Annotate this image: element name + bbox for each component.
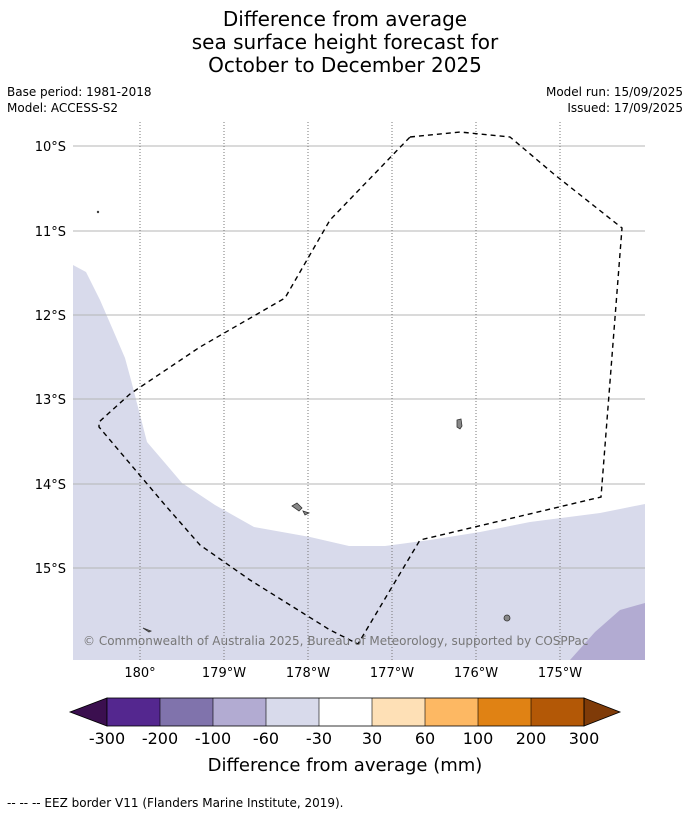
colorbar-title: Difference from average (mm) bbox=[208, 755, 483, 776]
lon-label-176w: 176°W bbox=[454, 666, 498, 681]
title-line-3: October to December 2025 bbox=[208, 53, 482, 77]
lon-label-177w: 177°W bbox=[370, 666, 414, 681]
colorbar-extend-low bbox=[68, 697, 108, 727]
colorbar-extend-high bbox=[583, 697, 622, 727]
colorbar-tick-1: -200 bbox=[142, 729, 178, 748]
colorbar-tick-2: -100 bbox=[195, 729, 231, 748]
anomaly-region-minus30-to-minus60 bbox=[73, 265, 645, 660]
islands bbox=[96, 210, 511, 633]
colorbar-bin-3 bbox=[213, 698, 266, 726]
base-period: Base period: 1981-2018 bbox=[7, 85, 152, 99]
colorbar: -300 -200 -100 -60 -30 30 60 100 200 300… bbox=[68, 697, 622, 776]
lat-label-11s: 11°S bbox=[35, 225, 66, 240]
lat-label-15s: 15°S bbox=[35, 562, 66, 577]
colorbar-bin-9 bbox=[531, 698, 584, 726]
colorbar-tick-5: 30 bbox=[362, 729, 382, 748]
lon-label-175w: 175°W bbox=[538, 666, 582, 681]
colorbar-bin-8 bbox=[478, 698, 531, 726]
model-run: Model run: 15/09/2025 bbox=[545, 85, 683, 99]
lat-gridlines bbox=[73, 145, 645, 569]
lon-labels: 180° 179°W 178°W 177°W 176°W 175°W bbox=[124, 666, 582, 681]
meta-left: Base period: 1981-2018 Model: ACCESS-S2 bbox=[7, 84, 152, 116]
map-figure: © Commonwealth of Australia 2025, Bureau… bbox=[35, 122, 645, 776]
colorbar-tick-9: 300 bbox=[569, 729, 600, 748]
colorbar-bin-6 bbox=[372, 698, 425, 726]
colorbar-tick-3: -60 bbox=[253, 729, 279, 748]
lon-label-180: 180° bbox=[124, 666, 155, 681]
map-title: Difference from average sea surface heig… bbox=[0, 8, 690, 77]
copyright-text: © Commonwealth of Australia 2025, Bureau… bbox=[83, 634, 588, 648]
colorbar-frame bbox=[106, 697, 585, 727]
colorbar-bin-1 bbox=[107, 698, 160, 726]
lat-labels: 10°S 11°S 12°S 13°S 14°S 15°S bbox=[35, 140, 66, 577]
colorbar-tick-0: -300 bbox=[89, 729, 125, 748]
anomaly-region-minus60-to-minus100 bbox=[570, 603, 645, 660]
colorbar-tick-6: 60 bbox=[415, 729, 435, 748]
lat-label-12s: 12°S bbox=[35, 309, 66, 324]
model-name: Model: ACCESS-S2 bbox=[7, 101, 119, 115]
lat-label-14s: 14°S bbox=[35, 478, 66, 493]
colorbar-tick-7: 100 bbox=[463, 729, 494, 748]
colorbar-bin-4 bbox=[266, 698, 319, 726]
title-line-1: Difference from average bbox=[222, 7, 468, 31]
map-panel: © Commonwealth of Australia 2025, Bureau… bbox=[73, 122, 645, 660]
colorbar-dividers bbox=[159, 698, 532, 726]
colorbar-tick-8: 200 bbox=[516, 729, 547, 748]
title-line-2: sea surface height forecast for bbox=[191, 30, 499, 54]
colorbar-bin-2 bbox=[160, 698, 213, 726]
lon-label-179w: 179°W bbox=[202, 666, 246, 681]
lat-label-13s: 13°S bbox=[35, 393, 66, 408]
eez-legend: -- -- -- EEZ border V11 (Flanders Marine… bbox=[7, 796, 344, 810]
meta-right: Model run: 15/09/2025 Issued: 17/09/2025 bbox=[546, 84, 683, 116]
colorbar-bin-7 bbox=[425, 698, 478, 726]
colorbar-bin-5 bbox=[319, 698, 372, 726]
colorbar-tick-4: -30 bbox=[306, 729, 332, 748]
eez-border bbox=[98, 131, 623, 645]
issued-date: Issued: 17/09/2025 bbox=[567, 101, 683, 115]
lat-label-10s: 10°S bbox=[35, 140, 66, 155]
lon-label-178w: 178°W bbox=[286, 666, 330, 681]
